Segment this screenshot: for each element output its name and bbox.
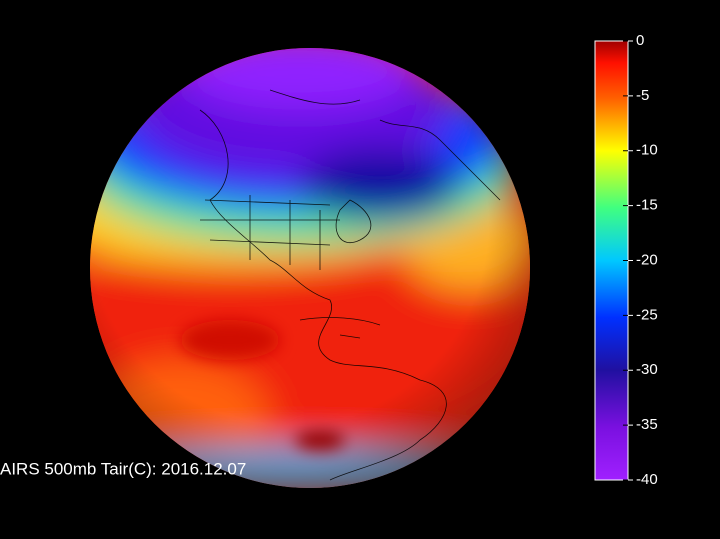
tick-label: -5: [636, 87, 649, 104]
tick-label: -30: [636, 361, 658, 378]
tick-label: -10: [636, 142, 658, 159]
tick-label: -25: [636, 306, 658, 323]
tick-label: -35: [636, 416, 658, 433]
caption: AIRS 500mb Tair(C): 2016.12.07: [0, 459, 246, 478]
tick-label: 0: [636, 32, 644, 49]
tick-label: -15: [636, 197, 658, 214]
tick-label: -20: [636, 251, 658, 268]
colorbar: [594, 40, 629, 481]
colorbar-ticks: 0 -5 -10 -15 -20 -25 -30 -35 -40: [623, 32, 658, 488]
tick-label: -40: [636, 471, 658, 488]
